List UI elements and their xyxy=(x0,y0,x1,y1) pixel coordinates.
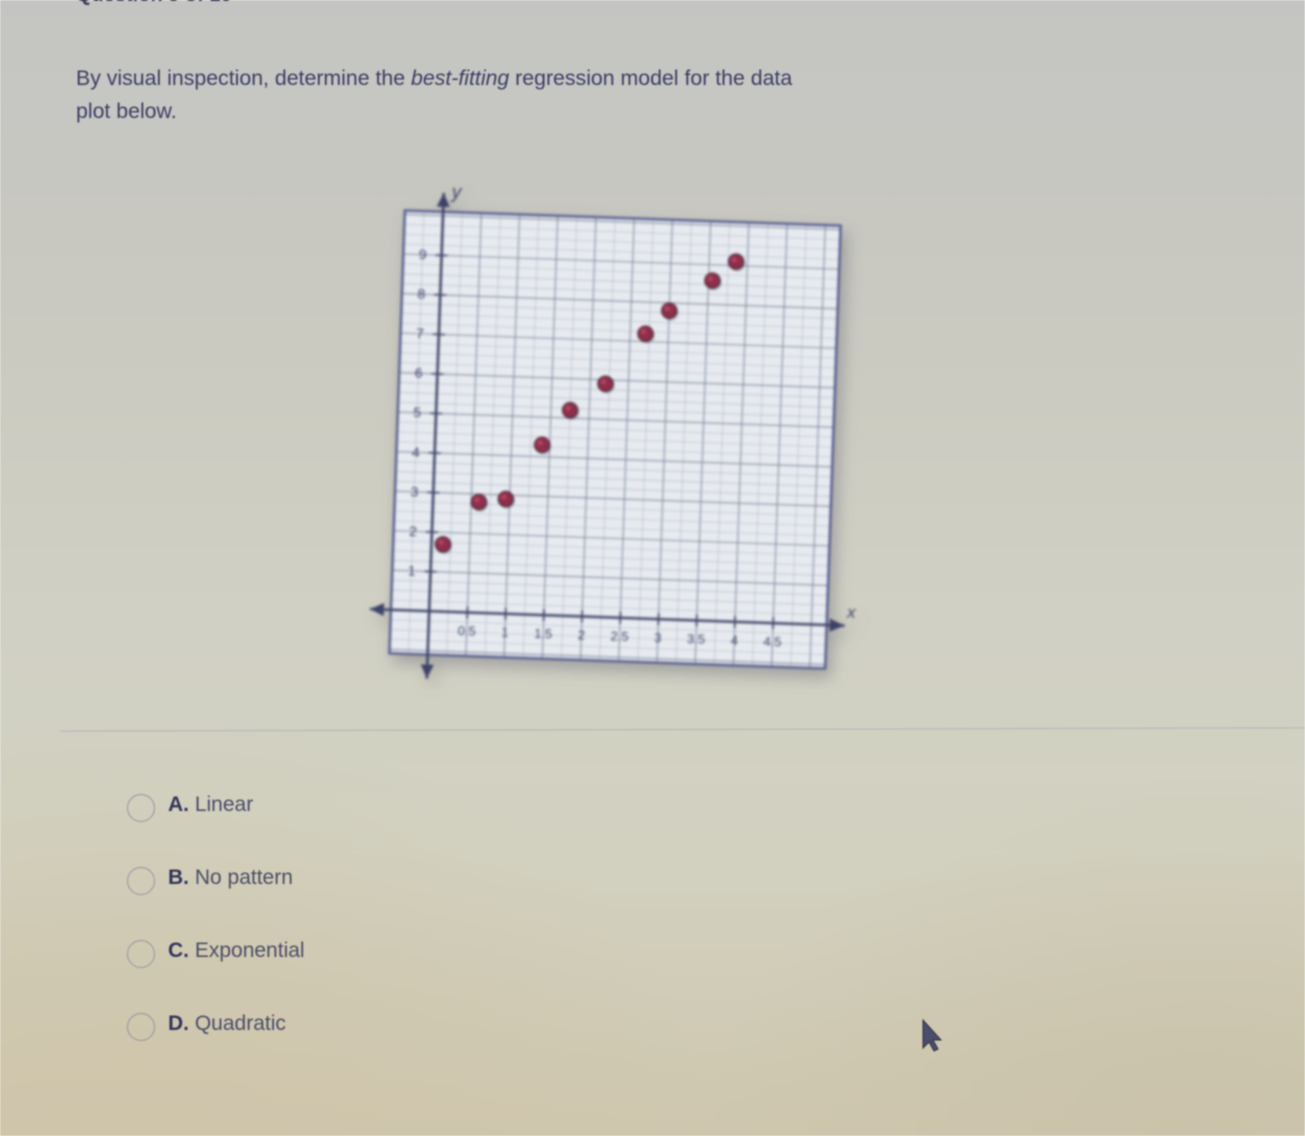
svg-text:2.5: 2.5 xyxy=(610,628,629,644)
svg-text:0.5: 0.5 xyxy=(457,623,476,639)
svg-text:7: 7 xyxy=(416,325,425,341)
svg-text:4: 4 xyxy=(412,443,421,459)
svg-text:2: 2 xyxy=(409,522,418,538)
svg-text:3.5: 3.5 xyxy=(687,631,706,647)
svg-text:5: 5 xyxy=(413,404,422,420)
svg-text:6: 6 xyxy=(414,364,423,380)
svg-text:1: 1 xyxy=(501,624,509,639)
svg-text:3: 3 xyxy=(654,629,662,644)
svg-text:4: 4 xyxy=(730,632,738,647)
svg-text:y: y xyxy=(449,182,463,203)
svg-text:8: 8 xyxy=(417,285,426,301)
svg-text:2: 2 xyxy=(578,627,586,642)
svg-text:x: x xyxy=(846,602,857,621)
svg-text:4.5: 4.5 xyxy=(763,633,782,649)
svg-text:9: 9 xyxy=(419,246,428,262)
svg-text:1.5: 1.5 xyxy=(534,625,553,641)
svg-text:1: 1 xyxy=(407,562,416,578)
svg-text:3: 3 xyxy=(410,483,419,499)
